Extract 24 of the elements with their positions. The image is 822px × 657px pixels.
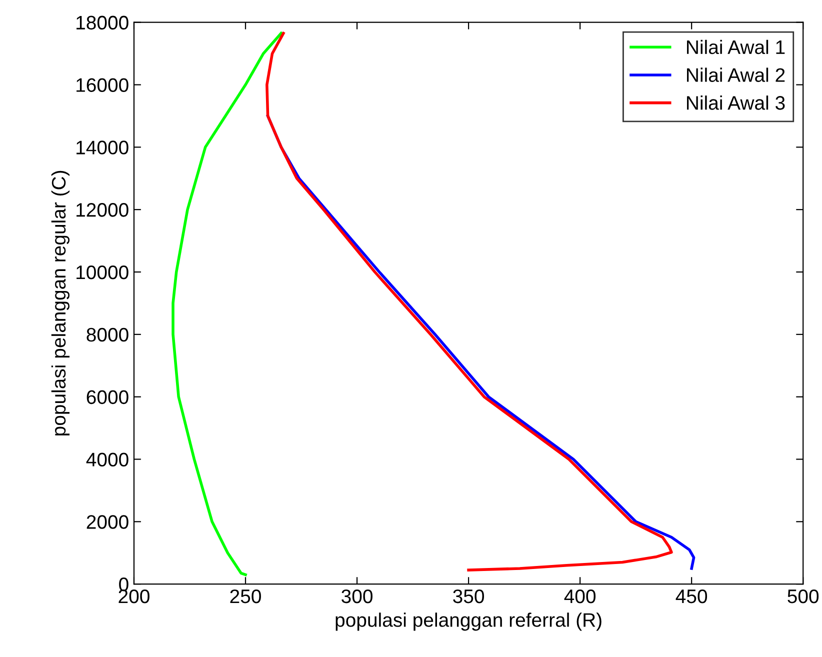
y-tick-label: 2000: [86, 515, 128, 529]
y-tick-label: 10000: [76, 265, 128, 280]
y-tick-label: 8000: [86, 328, 128, 342]
x-tick-label: 350: [453, 589, 484, 604]
x-tick-label: 200: [118, 589, 150, 604]
y-axis-title: populasi pelanggan regular (C): [51, 170, 70, 436]
y-tick-label: 6000: [86, 390, 128, 404]
y-tick-label: 4000: [86, 452, 128, 466]
legend-label: Nilai Awal 2: [687, 68, 785, 82]
x-tick-label: 450: [676, 589, 708, 604]
line-series: [266, 32, 673, 572]
y-tick-label: 16000: [76, 78, 128, 92]
x-tick-label: 300: [342, 589, 372, 604]
x-tick-label: 400: [564, 589, 596, 604]
line-series: [172, 32, 283, 576]
line-series: [266, 114, 696, 570]
x-tick-label: 250: [230, 589, 261, 604]
legend-label: Nilai Awal 1: [687, 40, 785, 54]
x-tick-label: 500: [788, 589, 819, 604]
legend-label: Nilai Awal 3: [687, 96, 785, 110]
y-tick-label: 12000: [76, 203, 128, 217]
y-tick-label: 18000: [76, 16, 128, 30]
y-tick-label: 14000: [76, 140, 128, 154]
x-axis-title: populasi pelanggan referral (R): [336, 612, 602, 631]
